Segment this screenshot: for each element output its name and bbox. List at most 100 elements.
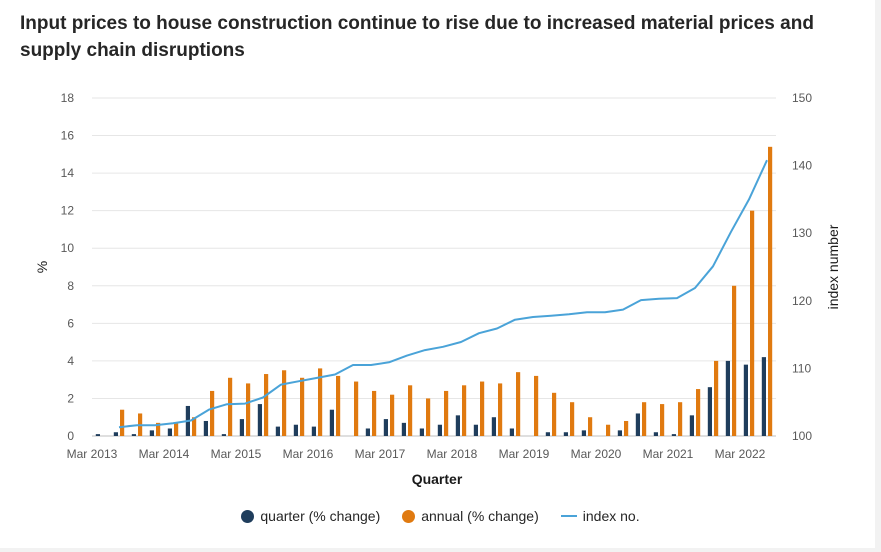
bar-quarter bbox=[275, 426, 280, 436]
bar-annual bbox=[606, 424, 611, 436]
y-tick-label: 12 bbox=[61, 204, 75, 218]
bar-annual bbox=[228, 377, 233, 436]
y2-axis-title: index number bbox=[825, 224, 841, 309]
bar-quarter bbox=[131, 434, 136, 436]
x-tick-label: Mar 2019 bbox=[499, 447, 550, 461]
bar-quarter bbox=[725, 360, 730, 436]
x-axis-title: Quarter bbox=[412, 471, 463, 487]
line-index bbox=[118, 159, 768, 429]
bar-annual bbox=[246, 383, 251, 436]
y2-tick-label: 130 bbox=[792, 226, 812, 240]
bar-quarter bbox=[329, 409, 334, 436]
bar-quarter bbox=[635, 413, 640, 436]
bar-annual bbox=[174, 422, 179, 436]
bar-annual bbox=[444, 390, 449, 436]
y-tick-label: 10 bbox=[61, 241, 75, 255]
x-tick-label: Mar 2020 bbox=[571, 447, 622, 461]
y-tick-label: 14 bbox=[61, 166, 75, 180]
bar-quarter bbox=[509, 428, 514, 436]
bar-annual bbox=[120, 409, 125, 436]
bar-annual bbox=[642, 402, 647, 436]
bar-quarter bbox=[689, 415, 694, 436]
bar-annual bbox=[624, 420, 629, 436]
bar-annual bbox=[192, 417, 197, 436]
bar-annual bbox=[300, 377, 305, 436]
bar-annual bbox=[768, 146, 773, 437]
legend-line-index bbox=[560, 515, 577, 517]
bar-annual bbox=[462, 385, 467, 436]
bar-quarter bbox=[653, 432, 658, 436]
x-tick-label: Mar 2018 bbox=[427, 447, 478, 461]
bar-quarter bbox=[149, 430, 154, 436]
y-tick-label: 8 bbox=[67, 279, 74, 293]
x-tick-label: Mar 2013 bbox=[67, 447, 118, 461]
bar-quarter bbox=[419, 428, 424, 436]
y-tick-label: 4 bbox=[67, 354, 74, 368]
bar-quarter bbox=[455, 415, 460, 436]
bar-quarter bbox=[311, 426, 316, 436]
bar-quarter bbox=[365, 428, 370, 436]
bar-quarter bbox=[239, 419, 244, 436]
legend-item-index[interactable]: index no. bbox=[560, 508, 640, 524]
bar-quarter bbox=[617, 430, 622, 436]
y2-tick-label: 110 bbox=[792, 361, 811, 375]
bar-quarter bbox=[401, 422, 406, 436]
bar-quarter bbox=[113, 432, 118, 436]
legend-label-quarter: quarter (% change) bbox=[260, 508, 381, 524]
bar-annual bbox=[588, 417, 593, 436]
bar-annual bbox=[552, 392, 557, 436]
bar-quarter bbox=[545, 432, 550, 436]
legend-item-quarter[interactable]: quarter (% change) bbox=[241, 508, 380, 524]
bar-quarter bbox=[203, 420, 208, 436]
bar-annual bbox=[408, 385, 413, 436]
bar-quarter bbox=[473, 424, 478, 436]
bar-quarter bbox=[95, 434, 100, 436]
bar-quarter bbox=[761, 357, 766, 436]
bar-annual bbox=[696, 389, 701, 436]
bar-annual bbox=[678, 402, 683, 436]
x-tick-label: Mar 2016 bbox=[283, 447, 334, 461]
bar-annual bbox=[372, 390, 377, 436]
bar-annual bbox=[426, 398, 431, 436]
bar-annual bbox=[570, 402, 575, 436]
bar-annual bbox=[156, 422, 161, 436]
bar-quarter bbox=[383, 419, 388, 436]
bar-quarter bbox=[257, 404, 262, 436]
y-tick-label: 6 bbox=[67, 316, 74, 330]
y2-tick-label: 100 bbox=[792, 429, 812, 443]
bar-annual bbox=[660, 404, 665, 436]
x-tick-label: Mar 2015 bbox=[211, 447, 262, 461]
y2-tick-label: 140 bbox=[792, 159, 812, 173]
y-tick-label: 16 bbox=[61, 129, 75, 143]
y2-tick-label: 150 bbox=[792, 91, 812, 105]
bar-quarter bbox=[743, 364, 748, 436]
bar-quarter bbox=[563, 432, 568, 436]
bar-annual bbox=[390, 394, 395, 436]
x-tick-label: Mar 2014 bbox=[139, 447, 190, 461]
bar-annual bbox=[516, 372, 521, 436]
x-tick-label: Mar 2017 bbox=[355, 447, 406, 461]
x-tick-label: Mar 2021 bbox=[643, 447, 694, 461]
bar-quarter bbox=[491, 417, 496, 436]
legend-label-index: index no. bbox=[582, 508, 640, 524]
bar-annual bbox=[264, 374, 269, 436]
chart-title: Input prices to house construction conti… bbox=[20, 13, 814, 61]
legend: quarter (% change) annual (% change) ind… bbox=[0, 508, 881, 524]
bar-quarter bbox=[707, 387, 712, 436]
y-tick-label: 18 bbox=[61, 91, 75, 105]
bar-annual bbox=[318, 368, 323, 436]
y-tick-label: 0 bbox=[67, 429, 74, 443]
bar-annual bbox=[498, 383, 503, 436]
bar-quarter bbox=[437, 424, 442, 436]
bar-annual bbox=[732, 285, 737, 436]
bar-annual bbox=[480, 381, 485, 436]
x-tick-label: Mar 2022 bbox=[715, 447, 766, 461]
bar-annual bbox=[534, 375, 539, 436]
legend-item-annual[interactable]: annual (% change) bbox=[402, 508, 539, 524]
y2-tick-label: 120 bbox=[792, 294, 812, 308]
bar-annual bbox=[336, 375, 341, 436]
legend-label-annual: annual (% change) bbox=[421, 508, 539, 524]
bar-annual bbox=[714, 360, 719, 436]
